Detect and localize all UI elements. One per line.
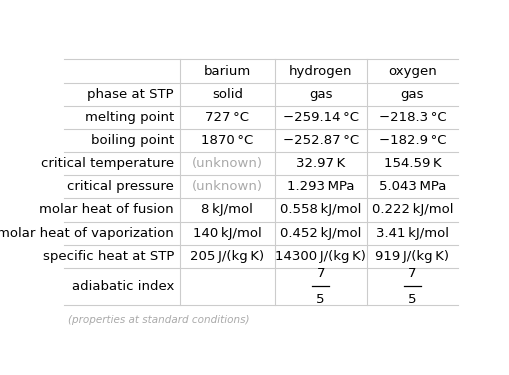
Text: gas: gas: [309, 88, 332, 100]
Text: 14300 J/(kg K): 14300 J/(kg K): [275, 250, 366, 263]
Text: (unknown): (unknown): [192, 157, 263, 170]
Text: 5: 5: [317, 293, 325, 306]
Text: −218.3 °C: −218.3 °C: [379, 111, 446, 124]
Text: solid: solid: [212, 88, 243, 100]
Text: 5: 5: [408, 293, 416, 306]
Text: molar heat of fusion: molar heat of fusion: [40, 204, 174, 216]
Text: 140 kJ/mol: 140 kJ/mol: [193, 226, 262, 240]
Text: 8 kJ/mol: 8 kJ/mol: [202, 204, 253, 216]
Text: adiabatic index: adiabatic index: [72, 280, 174, 293]
Text: critical temperature: critical temperature: [41, 157, 174, 170]
Text: −259.14 °C: −259.14 °C: [282, 111, 359, 124]
Text: phase at STP: phase at STP: [88, 88, 174, 100]
Text: 727 °C: 727 °C: [205, 111, 249, 124]
Text: 0.222 kJ/mol: 0.222 kJ/mol: [372, 204, 453, 216]
Text: boiling point: boiling point: [91, 134, 174, 147]
Text: specific heat at STP: specific heat at STP: [43, 250, 174, 263]
Text: barium: barium: [204, 64, 251, 78]
Text: (unknown): (unknown): [192, 180, 263, 193]
Text: hydrogen: hydrogen: [289, 64, 352, 78]
Text: 0.558 kJ/mol: 0.558 kJ/mol: [280, 204, 361, 216]
Text: critical pressure: critical pressure: [67, 180, 174, 193]
Text: gas: gas: [401, 88, 424, 100]
Text: oxygen: oxygen: [388, 64, 437, 78]
Text: −182.9 °C: −182.9 °C: [379, 134, 446, 147]
Text: 7: 7: [408, 267, 416, 280]
Text: −252.87 °C: −252.87 °C: [282, 134, 359, 147]
Text: molar heat of vaporization: molar heat of vaporization: [0, 226, 174, 240]
Text: 3.41 kJ/mol: 3.41 kJ/mol: [376, 226, 449, 240]
Text: 5.043 MPa: 5.043 MPa: [379, 180, 446, 193]
Text: 154.59 K: 154.59 K: [383, 157, 441, 170]
Text: 7: 7: [317, 267, 325, 280]
Text: melting point: melting point: [85, 111, 174, 124]
Text: 205 J/(kg K): 205 J/(kg K): [190, 250, 264, 263]
Text: 0.452 kJ/mol: 0.452 kJ/mol: [280, 226, 361, 240]
Text: (properties at standard conditions): (properties at standard conditions): [68, 315, 249, 325]
Text: 32.97 K: 32.97 K: [296, 157, 345, 170]
Text: 1.293 MPa: 1.293 MPa: [287, 180, 354, 193]
Text: 1870 °C: 1870 °C: [201, 134, 253, 147]
Text: 919 J/(kg K): 919 J/(kg K): [375, 250, 449, 263]
